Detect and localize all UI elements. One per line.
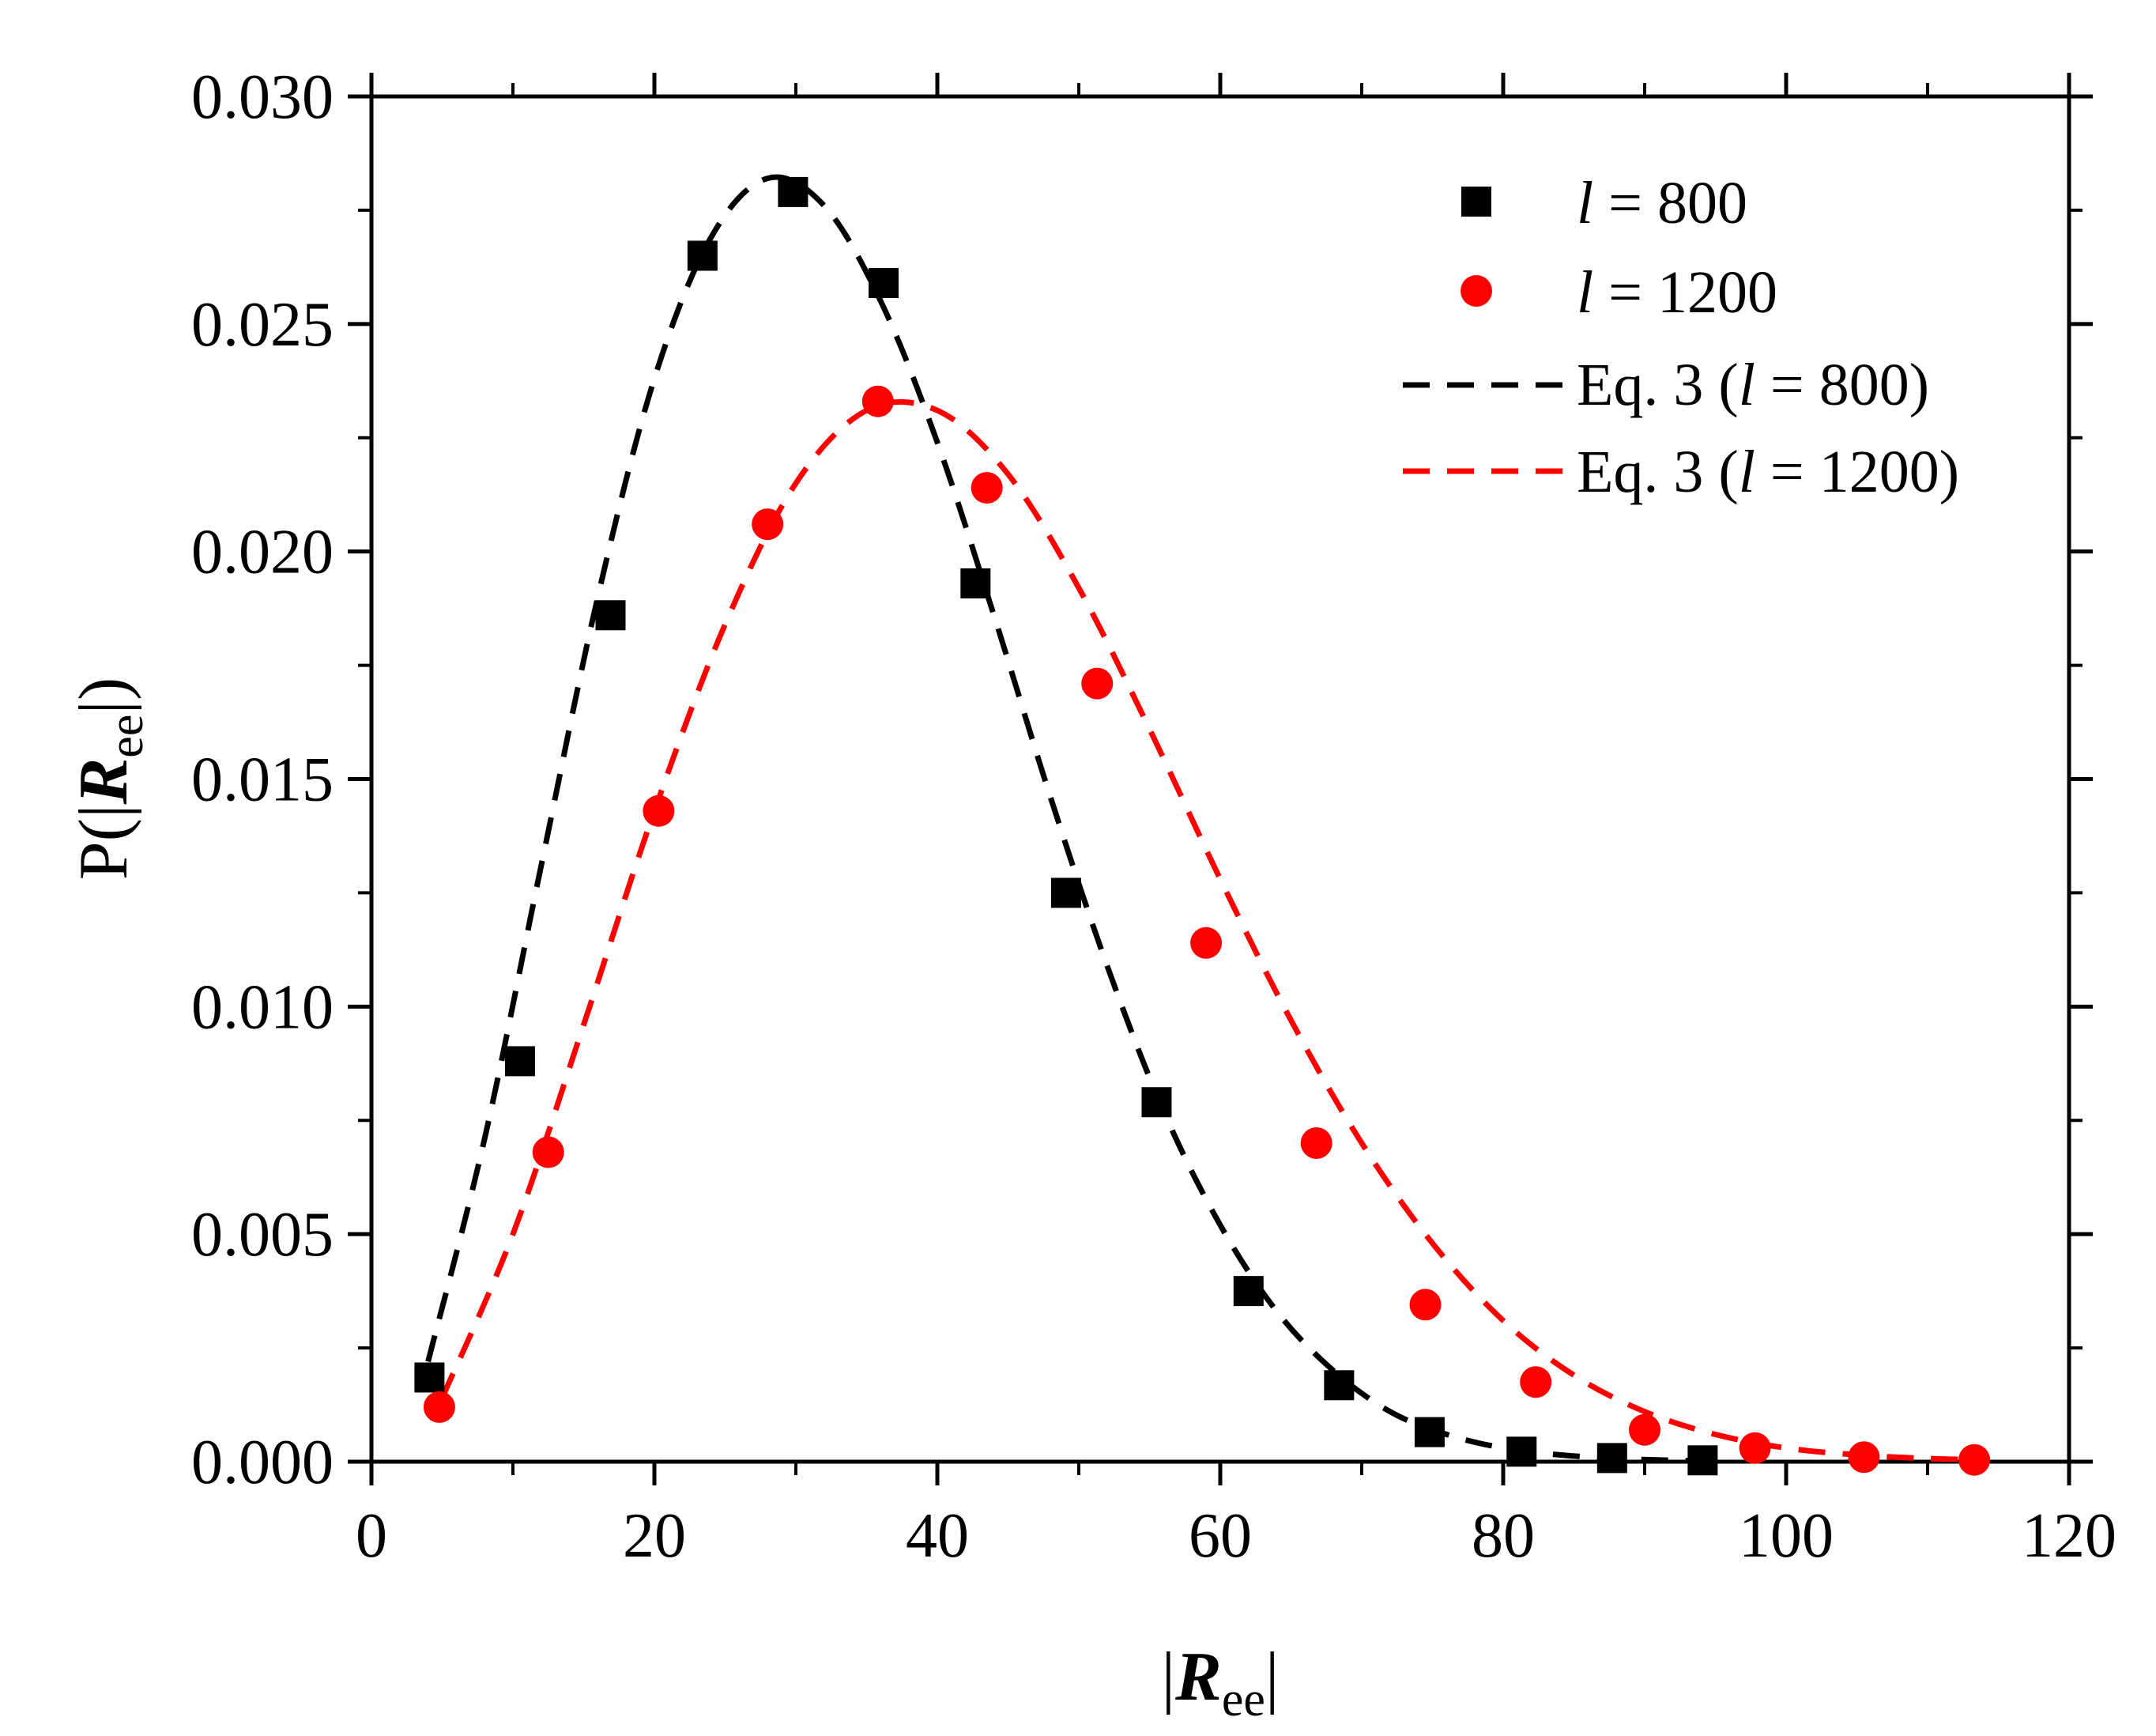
data-point-l1200 — [861, 385, 894, 417]
legend-marker-circle — [1461, 275, 1492, 307]
data-markers — [414, 176, 1991, 1476]
data-point-l800 — [1414, 1417, 1445, 1447]
data-point-l800 — [687, 240, 718, 271]
x-tick-label: 40 — [906, 1501, 969, 1571]
x-axis-title-symbol: R — [1174, 1639, 1222, 1715]
data-point-l1200 — [1300, 1127, 1332, 1160]
legend-label-eq3-l1200-rest: = 1200) — [1755, 439, 1959, 505]
legend-label-eq3-l1200-var: l — [1739, 439, 1755, 505]
data-point-l800 — [504, 1046, 535, 1077]
y-axis-title-suffix: |) — [66, 677, 142, 715]
plot-frame — [369, 94, 2071, 1464]
y-tick-label: 0.025 — [191, 290, 334, 360]
y-axis-title-prefix: P(| — [66, 804, 142, 880]
x-tick-label: 100 — [1739, 1501, 1834, 1571]
y-tick-label: 0.005 — [191, 1200, 334, 1270]
legend-label-eq3-l800-rest: = 800) — [1755, 352, 1929, 418]
data-point-l800 — [595, 600, 626, 631]
data-point-l1200 — [1409, 1289, 1442, 1321]
legend-label-eq3-l1200: Eq. 3 (l = 1200) — [1577, 439, 1959, 505]
data-point-l800 — [960, 568, 991, 598]
legend-label-eq3-l800-var: l — [1739, 352, 1755, 418]
data-point-l1200 — [1739, 1432, 1771, 1464]
legend: l = 800 l = 1200 Eq. 3 (l = 800) Eq. 3 (… — [1403, 170, 1959, 505]
x-tick-label: 20 — [623, 1501, 686, 1571]
x-tick-label: 80 — [1472, 1501, 1535, 1571]
legend-label-eq3-l800-pre: Eq. 3 ( — [1577, 352, 1739, 418]
data-point-l800 — [414, 1362, 445, 1393]
data-point-l1200 — [752, 508, 784, 541]
y-tick-labels: 0.000 0.005 0.010 0.015 0.020 0.025 0.030 — [191, 62, 334, 1497]
legend-label-l800: l = 800 — [1577, 170, 1747, 236]
data-point-l800 — [1687, 1445, 1718, 1476]
data-point-l1200 — [1848, 1441, 1880, 1474]
y-tick-label: 0.030 — [191, 62, 334, 132]
x-tick-label: 60 — [1189, 1501, 1252, 1571]
legend-label-eq3-l1200-pre: Eq. 3 ( — [1577, 439, 1739, 505]
data-point-l800 — [868, 268, 899, 299]
legend-label-eq3-l800: Eq. 3 (l = 800) — [1577, 352, 1929, 418]
legend-marker-square — [1461, 187, 1491, 217]
data-point-l800 — [1596, 1443, 1627, 1474]
axis-ticks — [348, 73, 2093, 1485]
data-point-l800 — [1324, 1370, 1355, 1401]
data-point-l800 — [1506, 1436, 1537, 1467]
x-axis-title: |Ree| — [1162, 1639, 1280, 1727]
data-point-l1200 — [1081, 667, 1114, 700]
x-tick-label: 120 — [2022, 1501, 2116, 1571]
legend-label-l1200-var: l — [1577, 259, 1593, 326]
x-axis-title-subscript: ee — [1222, 1673, 1265, 1727]
data-point-l1200 — [1190, 926, 1223, 959]
x-axis-title-suffix: | — [1265, 1639, 1280, 1715]
data-point-l800 — [1050, 877, 1081, 908]
data-point-l1200 — [532, 1136, 564, 1168]
legend-label-l800-var: l — [1577, 170, 1593, 236]
y-tick-label: 0.015 — [191, 745, 334, 815]
x-tick-labels: 0 20 40 60 80 100 120 — [356, 1501, 2116, 1571]
data-point-l800 — [778, 176, 808, 207]
fit-line-eq3-l800 — [425, 174, 1730, 1464]
y-tick-label: 0.010 — [191, 972, 334, 1042]
data-point-l1200 — [1629, 1413, 1660, 1446]
data-point-l800 — [1141, 1087, 1172, 1118]
data-point-l800 — [1233, 1276, 1264, 1307]
data-point-l1200 — [423, 1391, 455, 1423]
data-point-l1200 — [643, 794, 675, 827]
data-point-l1200 — [1958, 1444, 1991, 1476]
legend-label-l800-rest: = 800 — [1593, 170, 1747, 236]
legend-label-l1200: l = 1200 — [1577, 259, 1777, 326]
y-axis-title: P(|Ree|) — [66, 677, 153, 881]
y-tick-label: 0.020 — [191, 518, 334, 587]
x-tick-label: 0 — [356, 1501, 387, 1571]
y-axis-title-symbol: R — [66, 758, 142, 806]
data-point-l1200 — [1520, 1366, 1552, 1398]
legend-label-l1200-rest: = 1200 — [1593, 259, 1777, 326]
data-point-l1200 — [971, 472, 1003, 504]
y-axis-title-subscript: ee — [100, 715, 153, 758]
y-tick-label: 0.000 — [191, 1428, 334, 1497]
x-axis-title-prefix: | — [1162, 1639, 1176, 1715]
